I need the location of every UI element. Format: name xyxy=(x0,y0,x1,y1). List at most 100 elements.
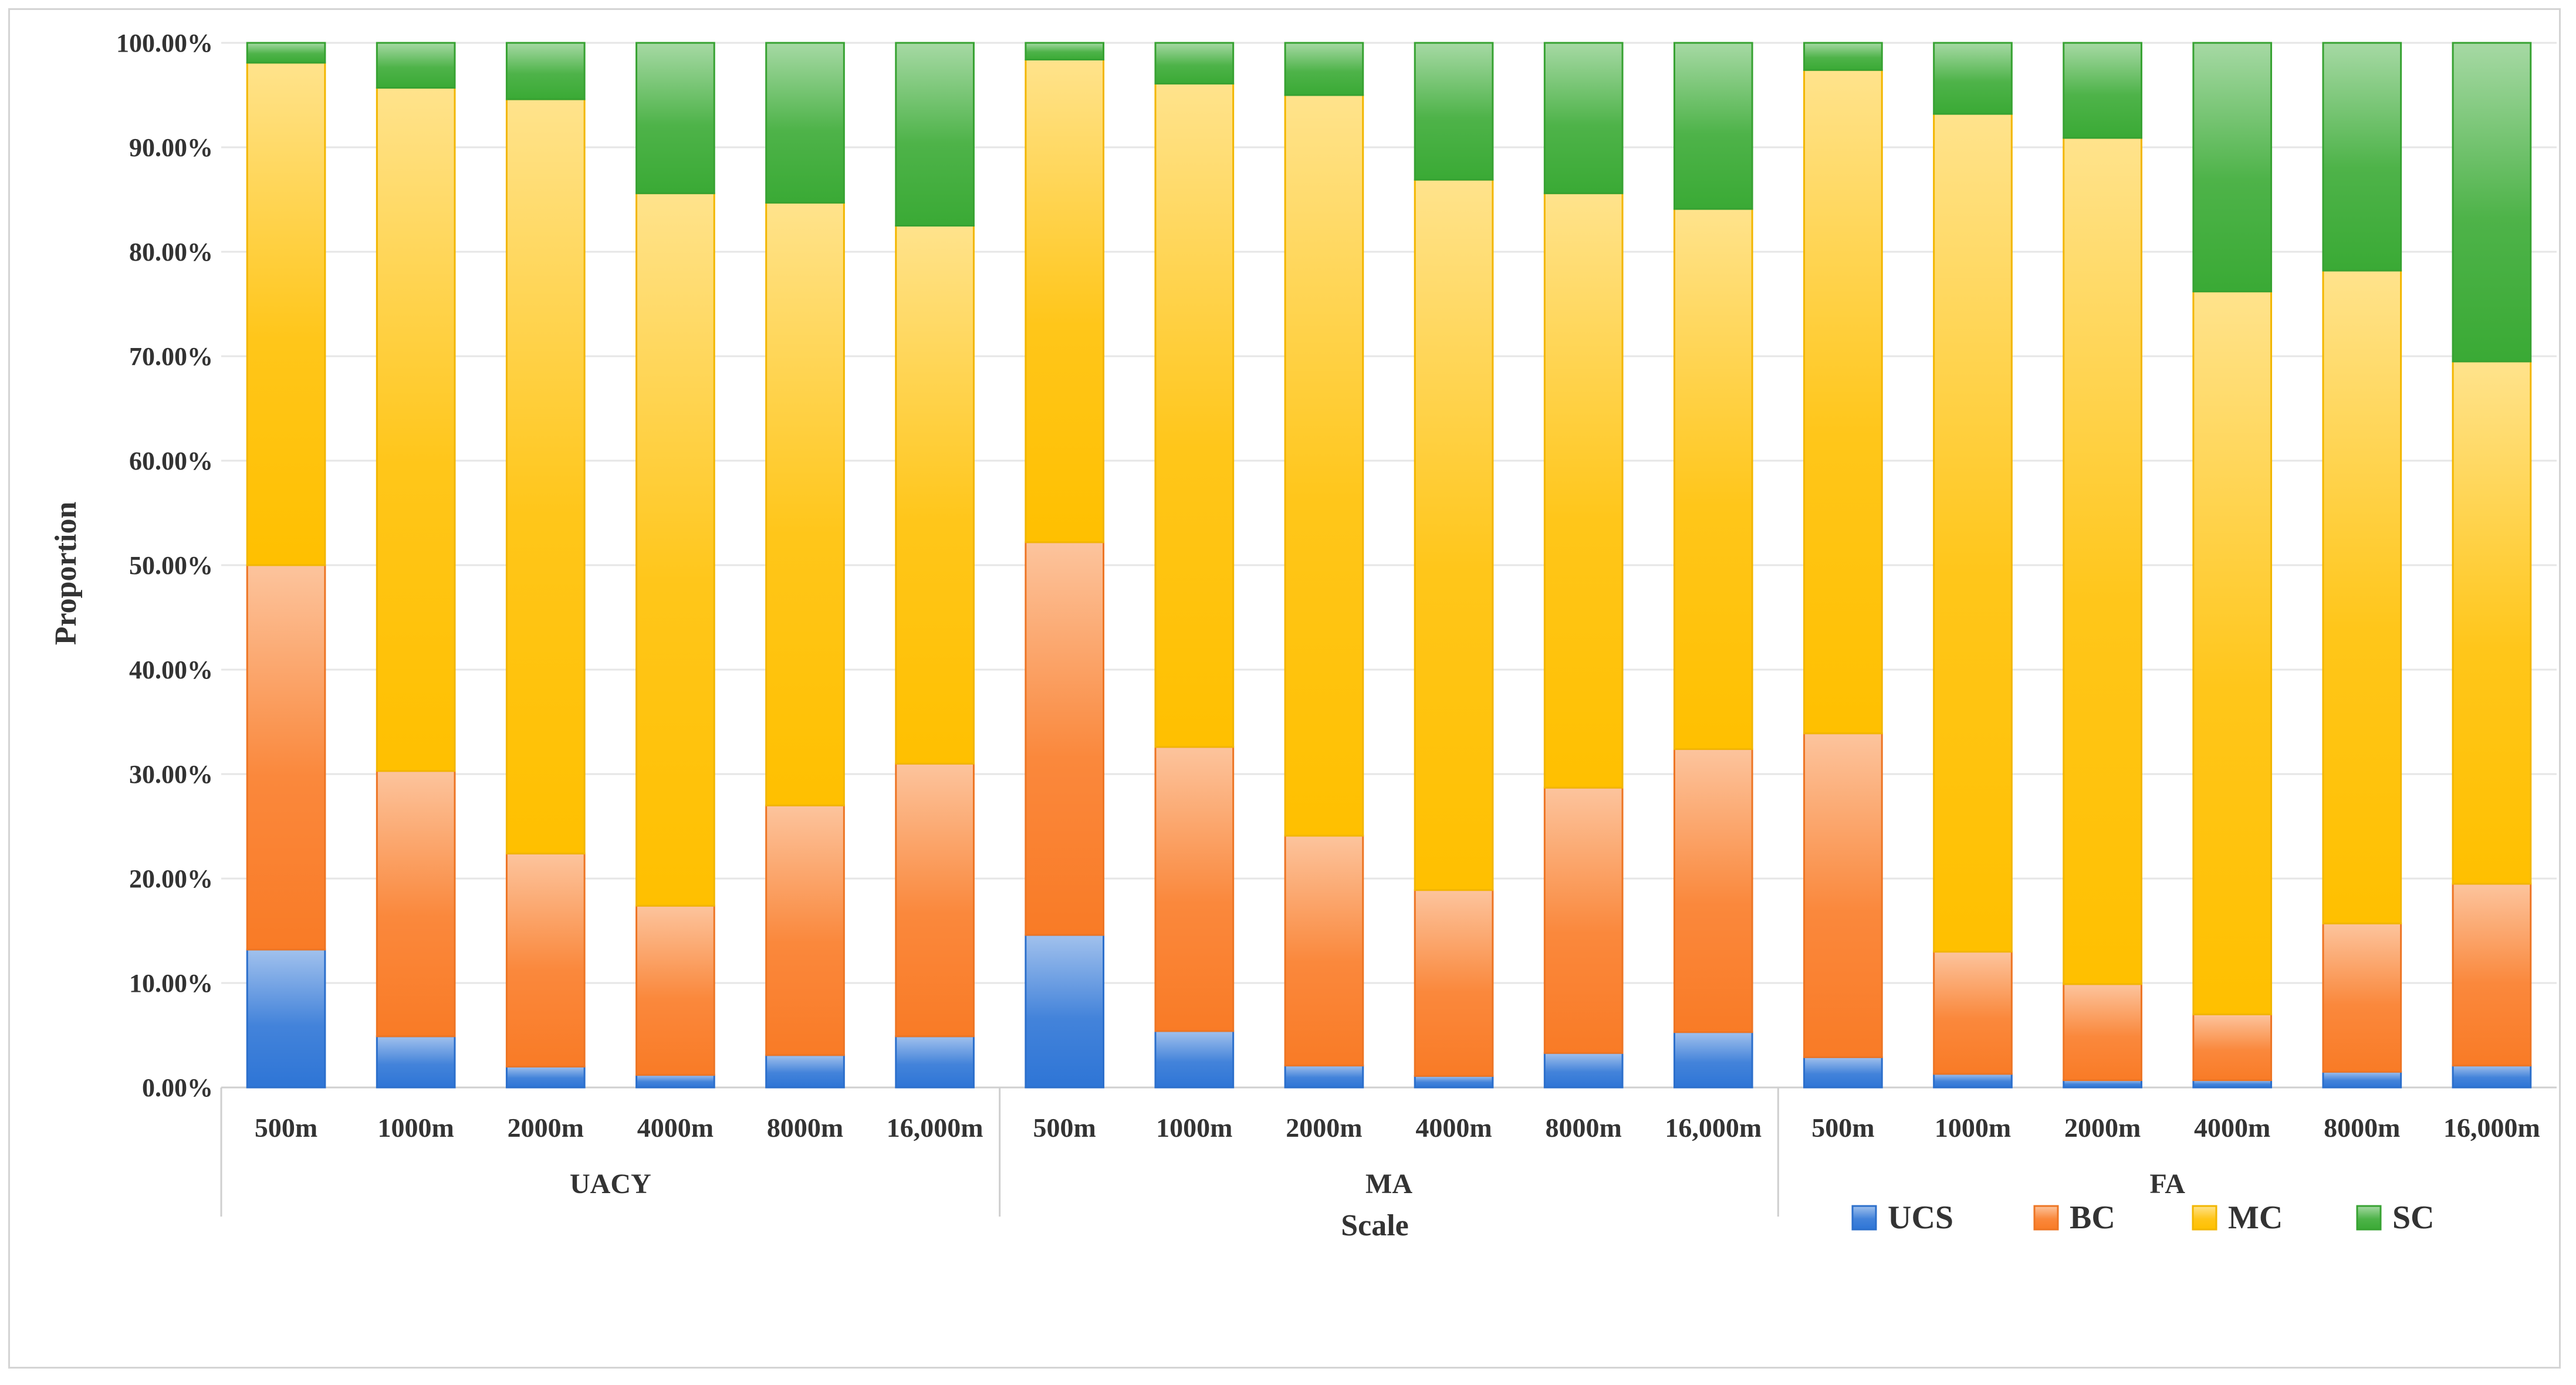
chart-frame: 0.00% 10.00% 20.00% 30.00% 40.00% 50.00% 60.00… xyxy=(8,8,2561,1369)
bar-sc-14 xyxy=(1933,42,2013,115)
bar-sc-13 xyxy=(1803,42,1883,71)
bar-ucs-4 xyxy=(635,1074,715,1089)
bar-mc-15 xyxy=(2063,137,2142,985)
bar-ucs-1 xyxy=(246,948,326,1089)
x-category-label: 4000m xyxy=(2194,1113,2270,1143)
bar-bc-5 xyxy=(765,804,845,1056)
bar-mc-12 xyxy=(1673,208,1753,750)
x-category-label: 16,000m xyxy=(2443,1113,2540,1143)
legend-label-mc: MC xyxy=(2228,1200,2283,1236)
bar-mc-3 xyxy=(505,98,586,854)
bar-sc-3 xyxy=(505,42,586,100)
x-category-label: 16,000m xyxy=(887,1113,983,1143)
legend-label-sc: SC xyxy=(2392,1200,2435,1236)
legend-swatch-sc xyxy=(2356,1205,2382,1231)
y-tick-label: 80.00% xyxy=(129,238,213,266)
x-group-label: UACY xyxy=(570,1168,651,1200)
bar-bc-9 xyxy=(1284,835,1364,1067)
x-group-label: MA xyxy=(1365,1168,1412,1200)
x-category-label: 500m xyxy=(255,1113,317,1143)
x-category-label: 8000m xyxy=(2324,1113,2400,1143)
legend-swatch-mc xyxy=(2192,1205,2217,1231)
x-category-label: 8000m xyxy=(767,1113,843,1143)
bar-mc-18 xyxy=(2452,360,2532,885)
bar-ucs-18 xyxy=(2452,1065,2532,1089)
y-tick-label: 20.00% xyxy=(129,864,213,893)
y-tick-label: 10.00% xyxy=(129,969,213,998)
bar-ucs-10 xyxy=(1414,1075,1494,1089)
y-tick-label: 30.00% xyxy=(129,760,213,789)
bar-sc-1 xyxy=(246,42,326,64)
y-tick-label: 50.00% xyxy=(129,551,213,580)
bar-mc-9 xyxy=(1284,94,1364,837)
bar-ucs-12 xyxy=(1673,1031,1753,1089)
x-category-label: 500m xyxy=(1811,1113,1874,1143)
bar-ucs-7 xyxy=(1025,934,1105,1089)
bar-ucs-15 xyxy=(2063,1079,2142,1089)
y-axis-ticks: 0.00% 10.00% 20.00% 30.00% 40.00% 50.00% 60.00… xyxy=(116,29,213,1102)
bar-mc-11 xyxy=(1543,192,1624,789)
bar-sc-5 xyxy=(765,42,845,204)
bar-mc-8 xyxy=(1154,82,1235,748)
bar-bc-4 xyxy=(635,904,715,1076)
bar-sc-17 xyxy=(2322,42,2402,272)
bar-bc-14 xyxy=(1933,951,2013,1075)
bar-ucs-8 xyxy=(1154,1030,1235,1089)
gridlines xyxy=(221,42,2557,1089)
bar-bc-8 xyxy=(1154,746,1235,1032)
bar-ucs-6 xyxy=(895,1035,975,1089)
x-group-label: FA xyxy=(2149,1168,2185,1200)
bar-bc-13 xyxy=(1803,732,1883,1058)
x-category-label: 1000m xyxy=(378,1113,454,1143)
x-category-label: 2000m xyxy=(2064,1113,2141,1143)
bar-sc-11 xyxy=(1543,42,1624,194)
bar-ucs-3 xyxy=(505,1065,586,1089)
legend-label-bc: BC xyxy=(2070,1200,2115,1236)
x-category-label: 8000m xyxy=(1546,1113,1622,1143)
legend-swatch-ucs xyxy=(1851,1205,1877,1231)
x-category-label: 16,000m xyxy=(1665,1113,1762,1143)
bar-mc-4 xyxy=(635,192,715,907)
bar-ucs-9 xyxy=(1284,1065,1364,1089)
x-category-label: 500m xyxy=(1033,1113,1096,1143)
bar-bc-7 xyxy=(1025,541,1105,936)
bar-bc-6 xyxy=(895,762,975,1038)
y-tick-label: 90.00% xyxy=(129,133,213,162)
bar-ucs-17 xyxy=(2322,1070,2402,1089)
bar-sc-15 xyxy=(2063,42,2142,139)
x-category-label: 4000m xyxy=(1415,1113,1492,1143)
legend-swatch-bc xyxy=(2033,1205,2059,1231)
x-category-label: 2000m xyxy=(508,1113,584,1143)
bar-bc-16 xyxy=(2192,1013,2273,1082)
bar-ucs-14 xyxy=(1933,1073,2013,1089)
y-tick-label: 40.00% xyxy=(129,656,213,684)
bar-mc-7 xyxy=(1025,58,1105,543)
bar-bc-3 xyxy=(505,852,586,1068)
x-category-label: 1000m xyxy=(1935,1113,2011,1143)
bar-sc-12 xyxy=(1673,42,1753,210)
bar-sc-9 xyxy=(1284,42,1364,96)
bar-bc-10 xyxy=(1414,889,1494,1077)
bar-ucs-13 xyxy=(1803,1056,1883,1089)
x-category-label: 2000m xyxy=(1286,1113,1362,1143)
bar-ucs-11 xyxy=(1543,1052,1624,1089)
x-axis-categories: 500m 1000m 2000m 4000m 8000m 16,000m 500m 1000m… xyxy=(255,1113,2540,1143)
bar-sc-7 xyxy=(1025,42,1105,60)
bar-sc-6 xyxy=(895,42,975,227)
bar-mc-1 xyxy=(246,62,326,566)
bar-bc-17 xyxy=(2322,923,2402,1073)
bar-bc-2 xyxy=(376,770,456,1038)
y-tick-label: 70.00% xyxy=(129,342,213,371)
bar-mc-2 xyxy=(376,87,456,772)
bar-mc-17 xyxy=(2322,269,2402,925)
legend: UCS BC MC SC xyxy=(1851,1200,2435,1236)
bar-bc-12 xyxy=(1673,748,1753,1033)
bar-sc-8 xyxy=(1154,42,1235,85)
bar-sc-18 xyxy=(2452,42,2532,363)
y-tick-label: 100.00% xyxy=(116,29,213,58)
x-category-label: 4000m xyxy=(637,1113,714,1143)
bar-sc-2 xyxy=(376,42,456,89)
bar-mc-6 xyxy=(895,225,975,765)
bar-ucs-5 xyxy=(765,1054,845,1089)
legend-label-ucs: UCS xyxy=(1888,1200,1953,1236)
